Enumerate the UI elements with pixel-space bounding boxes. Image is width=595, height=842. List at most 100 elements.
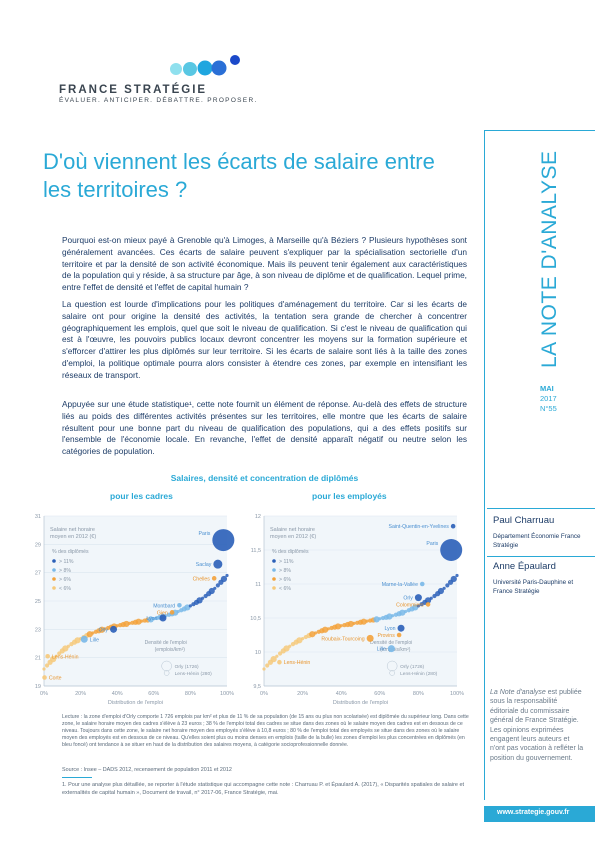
distribution-bubble xyxy=(360,618,367,625)
distribution-bubble xyxy=(391,614,395,618)
data-point-label: Paris xyxy=(426,541,438,547)
legend-swatch xyxy=(272,559,276,563)
editorial-note-lead: La Note d'analyse xyxy=(490,689,546,696)
x-tick-label: 0% xyxy=(40,691,48,697)
distribution-bubble xyxy=(213,586,217,590)
distribution-bubble xyxy=(147,616,154,623)
website-link[interactable]: www.strategie.gouv.fr xyxy=(497,809,570,816)
data-point-label: Saint-Quentin-en-Yvelines xyxy=(389,524,450,530)
rail-divider xyxy=(484,130,485,800)
distribution-bubble xyxy=(386,613,393,620)
y-tick-label: 21 xyxy=(35,656,41,662)
distribution-bubble xyxy=(127,621,131,625)
distribution-bubble xyxy=(103,627,107,631)
data-point xyxy=(212,529,235,552)
x-tick-label: 80% xyxy=(185,691,196,697)
data-point-label: Orly xyxy=(403,596,413,602)
y-axis-label: Salaire net horaire moyen en 2012 (€) xyxy=(270,527,316,540)
data-point xyxy=(80,635,88,643)
distribution-bubble xyxy=(288,644,292,648)
x-axis-label: Distribution de l'emploi xyxy=(333,700,388,706)
distribution-bubble xyxy=(140,619,144,623)
data-point xyxy=(425,602,431,607)
page-title: D'où viennent les écarts de salaire entr… xyxy=(43,149,435,202)
data-point-label: Lyon xyxy=(384,626,395,632)
y-tick-label: 11,5 xyxy=(251,548,261,554)
figure-source: Source : Insee – DADS 2012, recensement … xyxy=(62,767,232,773)
chart-title-employes: pour les employés xyxy=(312,491,387,501)
url-bar xyxy=(484,806,595,822)
data-point xyxy=(169,610,175,615)
legend-title: % des diplômés xyxy=(52,549,89,555)
author-affiliation: Département Économie France Stratégie xyxy=(493,533,581,549)
data-point xyxy=(177,602,182,608)
size-legend-title: Densité de l'emploi xyxy=(370,640,412,646)
distribution-bubble xyxy=(115,624,119,628)
figure-title: Salaires, densité et concentration de di… xyxy=(170,473,359,483)
distribution-bubble xyxy=(188,604,192,608)
legend-swatch xyxy=(52,577,56,581)
y-axis-label: Salaire net horaire moyen en 2012 (€) xyxy=(50,527,96,540)
author-name: Paul Charruau xyxy=(493,515,555,526)
distribution-bubble xyxy=(62,645,69,652)
distribution-bubble xyxy=(152,617,156,621)
data-point xyxy=(397,624,405,632)
legend-swatch xyxy=(52,568,56,572)
distribution-bubble xyxy=(412,604,419,611)
data-point-label: Corte xyxy=(49,676,62,682)
distribution-bubble xyxy=(339,624,343,628)
size-legend-unit: (emplois/km²) xyxy=(380,647,411,653)
distribution-bubble xyxy=(208,587,215,595)
y-tick-label: 23 xyxy=(35,627,41,633)
x-tick-label: 60% xyxy=(374,691,385,697)
data-point xyxy=(396,632,402,638)
legend-label: > 11% xyxy=(59,559,74,565)
data-point xyxy=(419,581,425,587)
distribution-bubble xyxy=(437,587,445,595)
data-point-label: Roubaix-Tourcoing xyxy=(321,636,364,642)
data-point xyxy=(414,594,422,602)
x-tick-label: 40% xyxy=(336,691,347,697)
x-tick-label: 0% xyxy=(260,691,268,697)
distribution-bubble xyxy=(334,623,342,630)
data-point-label: Paris xyxy=(199,531,211,537)
distribution-bubble xyxy=(322,626,329,633)
distribution-bubble xyxy=(42,667,46,671)
data-point-label: Saclay xyxy=(196,562,212,568)
scatter-chart-employes: 9,5 10 10,5 11 11,5 12 0% 20% 40% 60% 80% 100% Distr… xyxy=(250,514,464,706)
brand-tagline: ÉVALUER. ANTICIPER. DÉBATTRE. PROPOSER. xyxy=(59,97,258,104)
data-point-label: Gien xyxy=(157,610,168,616)
data-point-label: Lens-Hénin xyxy=(52,654,79,660)
distribution-bubble xyxy=(313,631,318,635)
distribution-bubble xyxy=(270,656,277,663)
distribution-bubble xyxy=(445,583,450,588)
data-point-label: Lyon xyxy=(146,616,157,622)
distribution-bubble xyxy=(416,604,420,608)
x-tick-label: 40% xyxy=(112,691,123,697)
data-point xyxy=(213,559,223,569)
data-point-label: Lille xyxy=(377,647,386,653)
footnote-rule xyxy=(62,777,92,778)
size-legend-title: Densité de l'emploi xyxy=(145,640,187,646)
distribution-bubble xyxy=(201,596,205,600)
size-legend-label: Orly (1726) xyxy=(400,664,424,670)
chart-title-cadres: pour les cadres xyxy=(110,491,173,501)
series-title: LA NOTE D'ANALYSE xyxy=(538,150,561,368)
data-point xyxy=(42,675,47,680)
distribution-bubble xyxy=(135,618,142,625)
y-tick-label: 27 xyxy=(35,571,41,577)
y-tick-label: 19 xyxy=(35,684,41,690)
data-point-label: Marne-la-Vallée xyxy=(382,582,418,588)
issue-number: N°55 xyxy=(540,404,557,413)
issue-info: MAI 2017 N°55 xyxy=(540,384,557,414)
legend-label: > 11% xyxy=(279,559,294,565)
distribution-bubble xyxy=(347,620,354,628)
x-tick-label: 60% xyxy=(148,691,159,697)
editorial-note: La Note d'analyse est publiée sous la re… xyxy=(490,688,585,763)
data-point xyxy=(211,576,217,581)
legend-label: < 6% xyxy=(279,586,291,592)
distribution-bubble xyxy=(429,596,433,600)
y-tick-label: 12 xyxy=(255,514,261,520)
distribution-bubble xyxy=(98,626,106,633)
distribution-bubble xyxy=(54,654,58,658)
